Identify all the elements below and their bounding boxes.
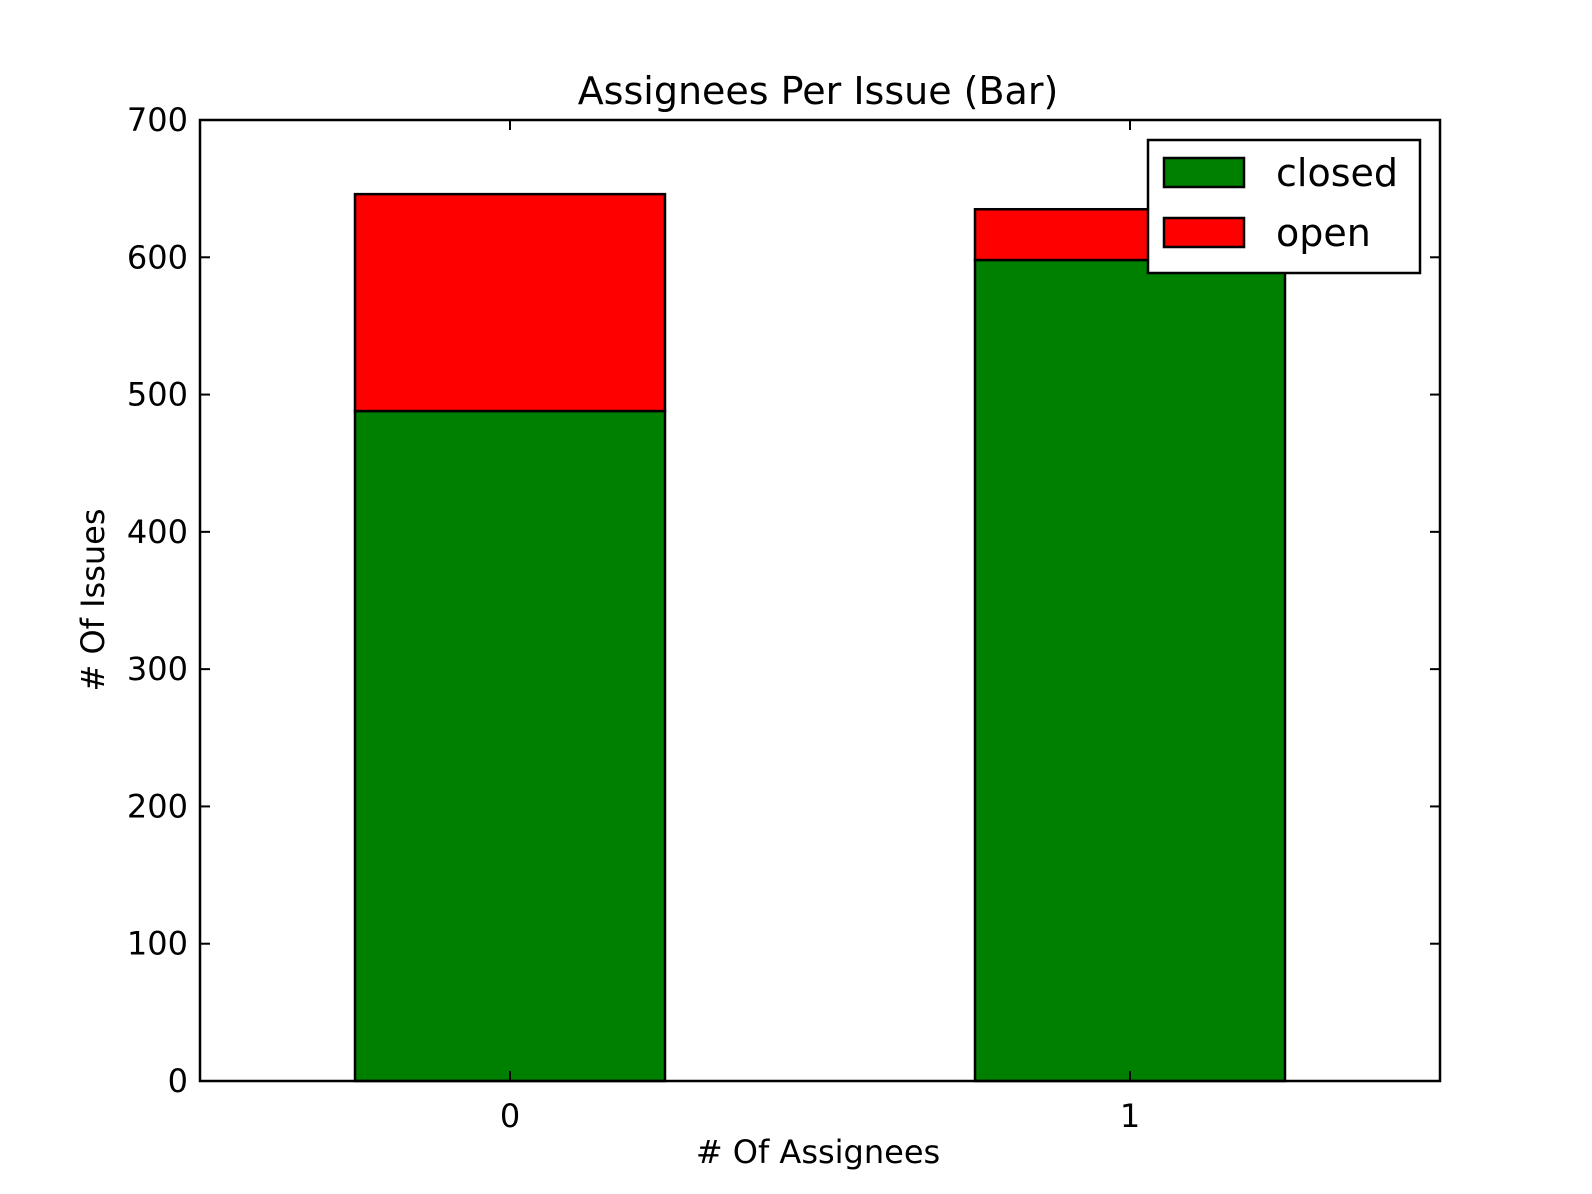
y-tick-label: 300 — [127, 650, 188, 688]
y-axis-label: # Of Issues — [74, 508, 112, 691]
bar-open-0 — [353, 192, 667, 413]
y-tick-label: 100 — [127, 925, 188, 963]
legend-label-open: open — [1276, 211, 1371, 255]
y-tick-label: 200 — [127, 787, 188, 825]
legend-swatch-open — [1162, 216, 1246, 249]
x-axis-label: # Of Assignees — [696, 1133, 940, 1171]
legend: closed open — [1146, 138, 1422, 275]
y-tick-label: 500 — [127, 376, 188, 414]
y-tick-label: 400 — [127, 513, 188, 551]
bar-closed-1 — [973, 258, 1287, 1083]
y-axis: 0 100 200 300 400 500 600 700 — [127, 101, 1440, 1100]
y-tick-label: 600 — [127, 238, 188, 276]
plot-frame — [198, 118, 1442, 1083]
y-tick-label: 0 — [168, 1062, 188, 1100]
bar-closed-0 — [353, 409, 667, 1083]
x-tick-label: 1 — [1120, 1097, 1140, 1135]
chart-title: Assignees Per Issue (Bar) — [578, 69, 1059, 113]
x-tick-label: 0 — [500, 1097, 520, 1135]
y-tick-label: 700 — [127, 101, 188, 139]
legend-swatch-closed — [1162, 156, 1246, 189]
legend-label-closed: closed — [1276, 151, 1398, 195]
bars — [353, 192, 1287, 1083]
